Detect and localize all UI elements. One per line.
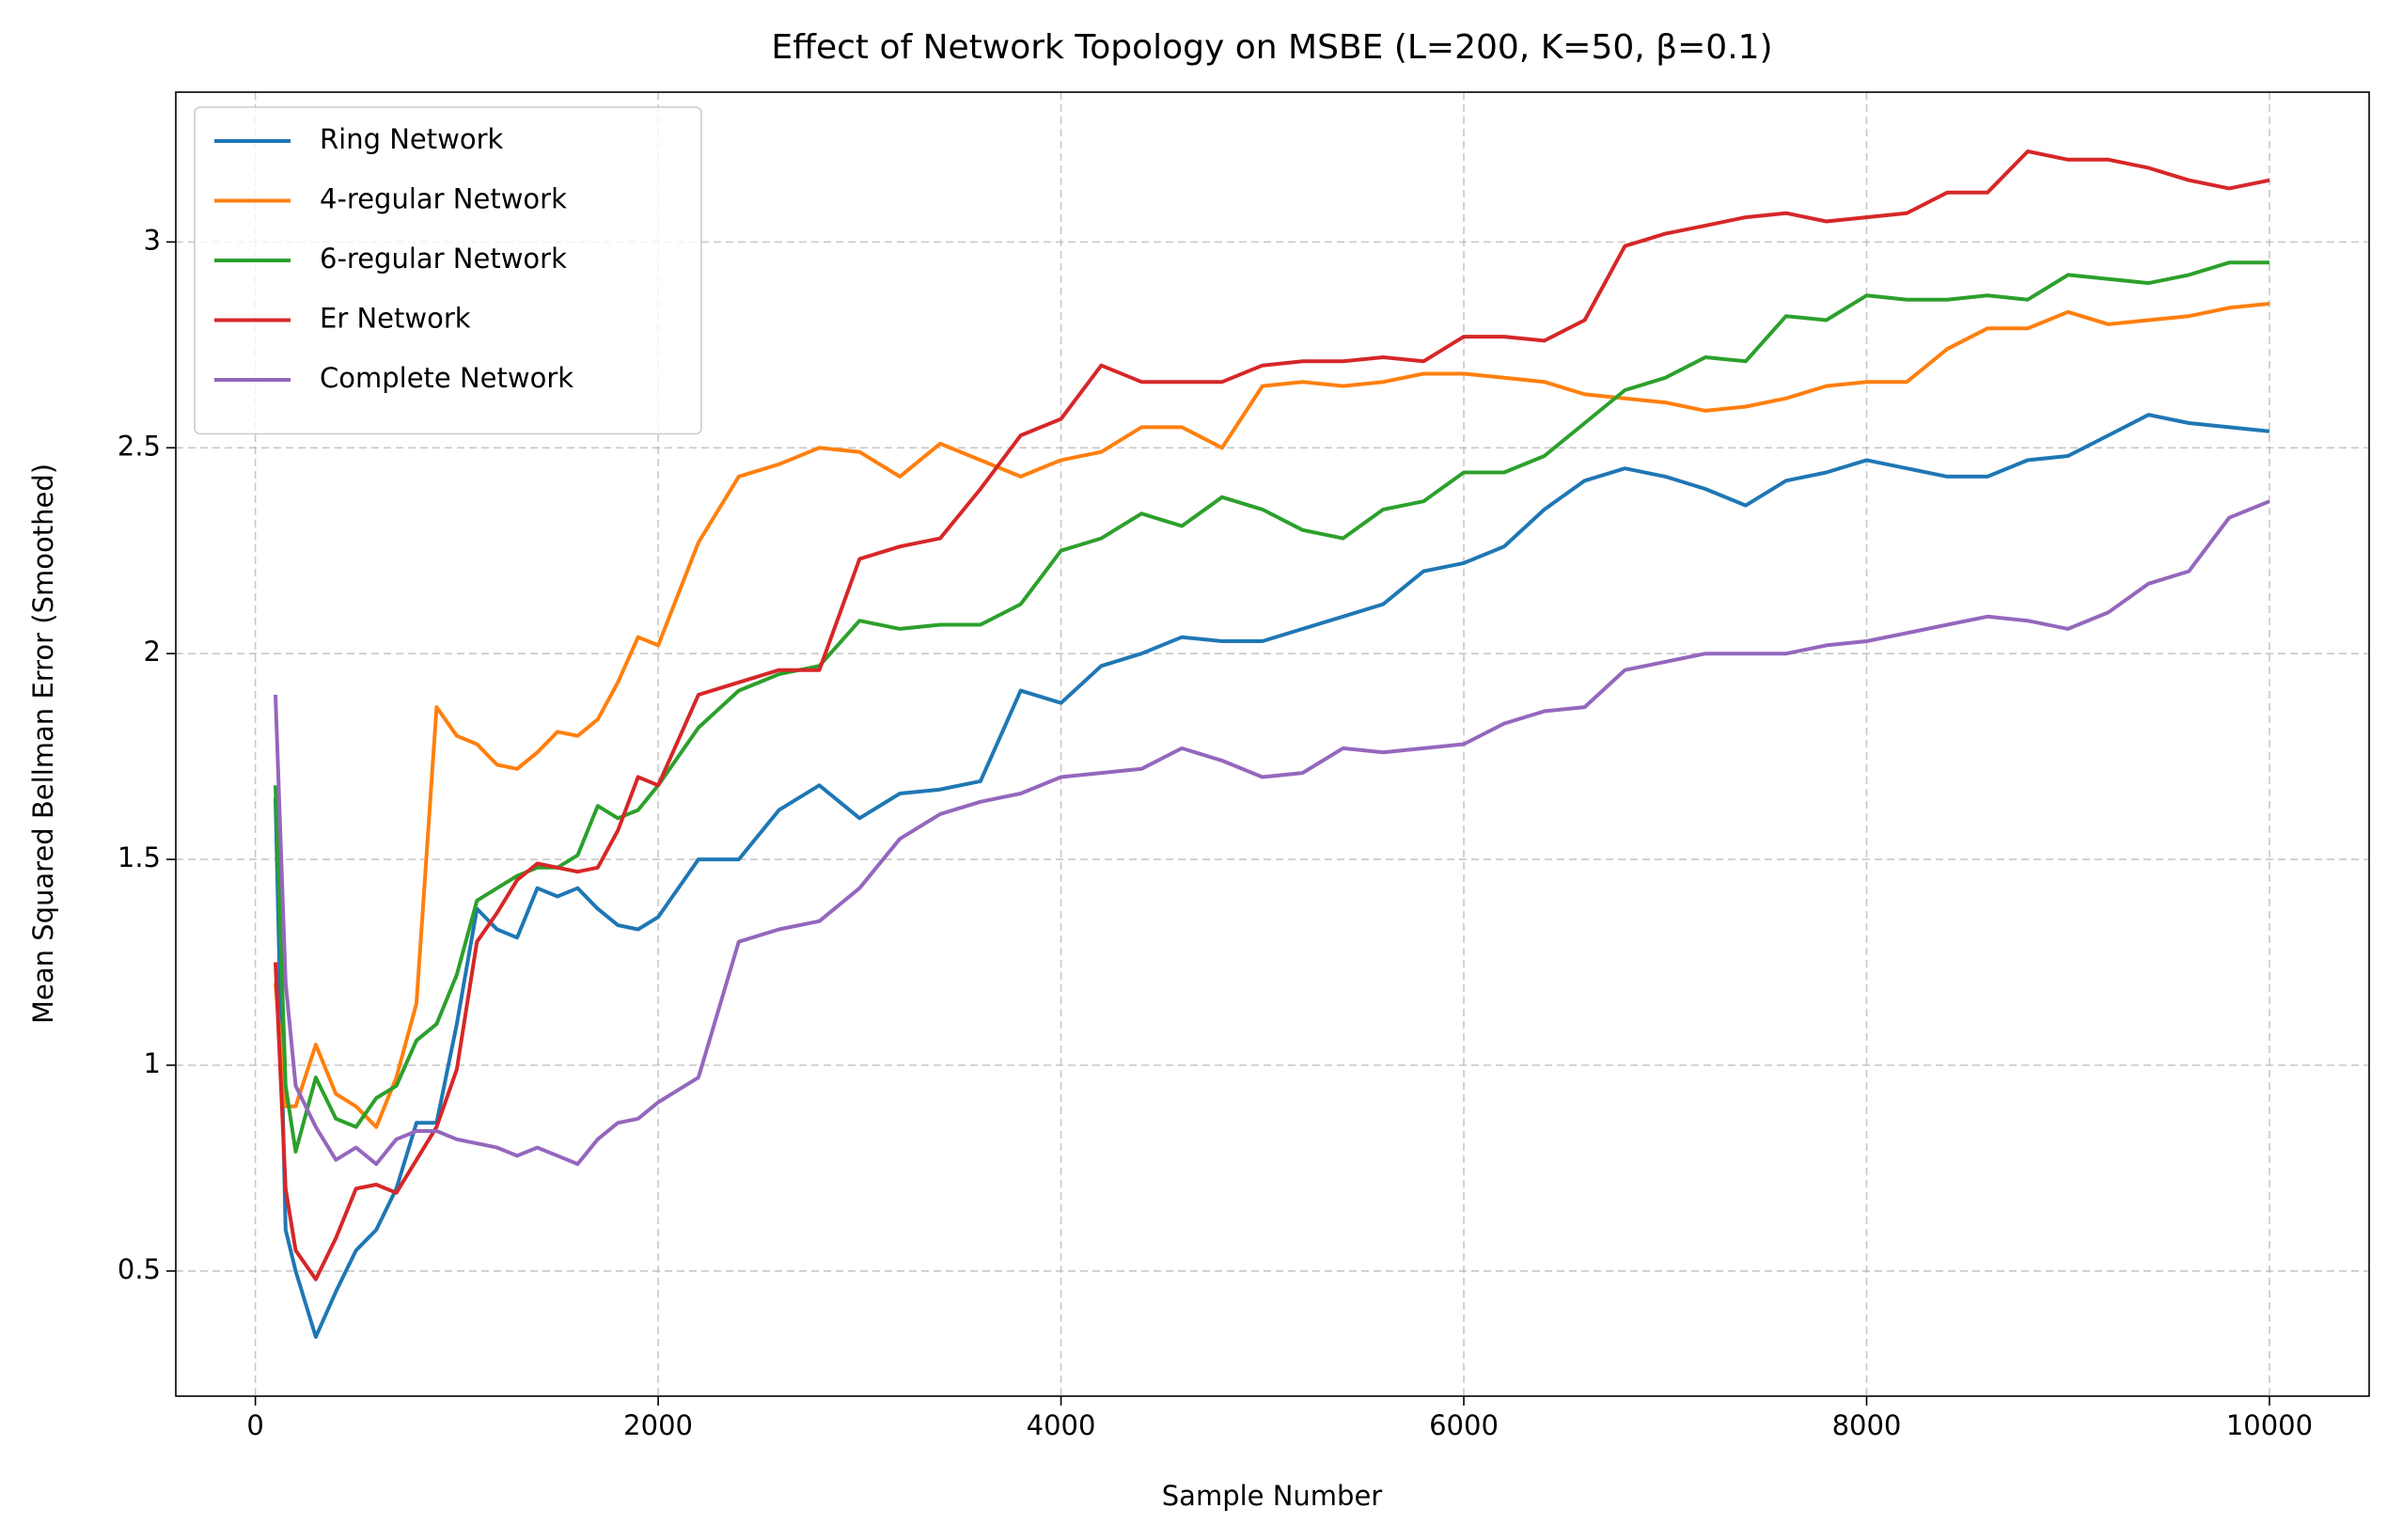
x-axis-label: Sample Number: [1162, 1480, 1383, 1512]
legend-label: Er Network: [320, 303, 471, 335]
y-tick-label: 2.5: [118, 430, 161, 462]
chart-title: Effect of Network Topology on MSBE (L=20…: [771, 28, 1772, 67]
y-tick-label: 0.5: [118, 1253, 161, 1285]
x-tick-label: 2000: [623, 1409, 693, 1441]
series-line: [274, 302, 2270, 1129]
legend-label: 4-regular Network: [320, 183, 567, 215]
x-tick-label: 4000: [1027, 1409, 1096, 1441]
series-line: [274, 413, 2270, 1339]
y-axis-label: Mean Squared Bellman Error (Smoothed): [27, 464, 59, 1024]
y-tick-label: 2: [144, 636, 161, 668]
legend-label: Complete Network: [320, 362, 573, 394]
legend-label: Ring Network: [320, 123, 504, 155]
series-line: [274, 260, 2269, 1154]
y-tick-label: 3: [144, 224, 161, 256]
legend-label: 6-regular Network: [320, 243, 567, 275]
legend-box: [194, 106, 702, 435]
x-tick-label: 0: [246, 1409, 263, 1441]
x-tick-label: 8000: [1832, 1409, 1902, 1441]
y-tick-label: 1: [144, 1047, 161, 1079]
x-tick-label: 6000: [1429, 1409, 1499, 1441]
y-tick-label: 1.5: [118, 841, 161, 873]
series-line: [274, 149, 2270, 1281]
series-line: [274, 499, 2270, 1167]
plot-frame: [175, 91, 2370, 1397]
x-tick-label: 10000: [2226, 1409, 2313, 1441]
